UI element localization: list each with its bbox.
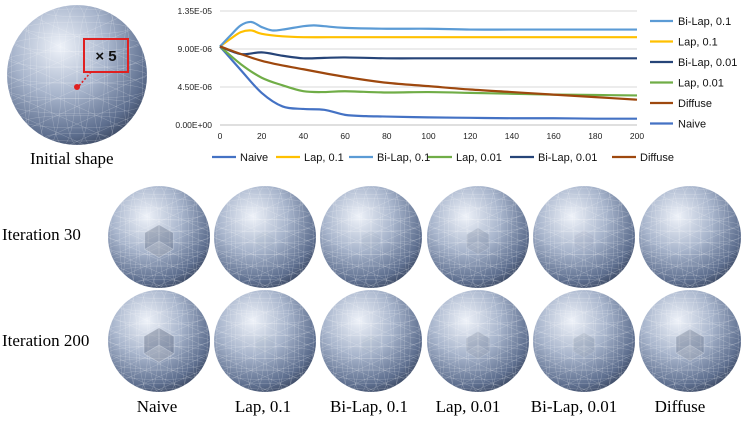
initial-shape-caption: Initial shape bbox=[30, 149, 114, 168]
legend-bottom: Naive Lap, 0.1 Bi-Lap, 0.1 Lap, 0.01 Bi-Lap,… bbox=[212, 152, 674, 164]
legend-label: Lap, 0.01 bbox=[456, 152, 502, 164]
sphere-surface bbox=[108, 290, 210, 392]
series-line-lap-0-01 bbox=[219, 45, 638, 97]
sphere-surface bbox=[533, 290, 635, 392]
result-sphere bbox=[533, 290, 635, 392]
x-tick-label: 20 bbox=[257, 131, 267, 141]
legend-label: Naive bbox=[678, 119, 706, 131]
zoom-label: × 5 bbox=[95, 48, 116, 65]
legend-label: Diffuse bbox=[640, 152, 674, 164]
result-sphere bbox=[639, 290, 741, 392]
x-tick-label: 140 bbox=[505, 131, 519, 141]
legend-label: Diffuse bbox=[678, 98, 712, 110]
sphere-surface bbox=[427, 290, 529, 392]
result-sphere bbox=[214, 186, 316, 288]
sphere-surface bbox=[639, 290, 741, 392]
series-line-bi-lap-0-1 bbox=[219, 20, 637, 48]
series-line-naive bbox=[219, 45, 638, 120]
legend-right: Bi-Lap, 0.1 Lap, 0.1 Bi-Lap, 0.01 Lap, 0.01… bbox=[650, 16, 737, 131]
x-tick-label: 180 bbox=[588, 131, 602, 141]
legend-label: Naive bbox=[240, 152, 268, 164]
series-line-lap-0-1 bbox=[219, 29, 637, 48]
dent-artifact bbox=[255, 334, 275, 356]
sphere-surface bbox=[320, 290, 422, 392]
dent-artifact bbox=[466, 227, 490, 255]
result-sphere bbox=[533, 186, 635, 288]
sphere-mesh bbox=[320, 290, 422, 392]
result-sphere bbox=[320, 290, 422, 392]
y-tick-labels: 0.00E+00 4.50E-06 9.00E-06 1.35E-05 bbox=[175, 6, 212, 130]
row-label-iteration-30: Iteration 30 bbox=[2, 225, 81, 244]
row-label-iteration-200: Iteration 200 bbox=[2, 331, 90, 350]
result-sphere bbox=[108, 290, 210, 392]
dent-artifact bbox=[143, 327, 175, 363]
sphere-mesh bbox=[214, 186, 316, 288]
zoom-point bbox=[74, 84, 80, 90]
dent-artifact bbox=[675, 328, 705, 362]
dent-artifact bbox=[572, 332, 596, 358]
x-tick-label: 60 bbox=[340, 131, 350, 141]
y-tick-label: 0.00E+00 bbox=[175, 120, 212, 130]
x-tick-label: 0 bbox=[218, 131, 223, 141]
col-label-bi-lap-0-1: Bi-Lap, 0.1 bbox=[330, 397, 408, 416]
result-sphere bbox=[427, 186, 529, 288]
result-sphere bbox=[427, 290, 529, 392]
legend-label: Lap, 0.01 bbox=[678, 78, 724, 90]
legend-label: Lap, 0.1 bbox=[678, 37, 718, 49]
result-sphere bbox=[214, 290, 316, 392]
legend-label: Bi-Lap, 0.1 bbox=[678, 16, 731, 28]
sphere-surface bbox=[108, 186, 210, 288]
legend-label: Bi-Lap, 0.1 bbox=[377, 152, 430, 164]
sphere-surface bbox=[214, 290, 316, 392]
series-line-diffuse bbox=[219, 45, 638, 101]
result-sphere bbox=[639, 186, 741, 288]
initial-shape-panel: × 5 Initial shape bbox=[0, 0, 160, 175]
dent-artifact bbox=[361, 334, 381, 356]
dent-artifact bbox=[255, 230, 275, 252]
dent-artifact bbox=[361, 230, 381, 252]
y-tick-label: 9.00E-06 bbox=[178, 44, 213, 54]
x-tick-label: 200 bbox=[630, 131, 644, 141]
legend-label: Bi-Lap, 0.01 bbox=[538, 152, 597, 164]
col-label-lap-0-01: Lap, 0.01 bbox=[435, 397, 501, 416]
col-label-diffuse: Diffuse bbox=[654, 397, 706, 416]
x-tick-label: 40 bbox=[299, 131, 309, 141]
convergence-chart: 0.00E+00 4.50E-06 9.00E-06 1.35E-05 0 20 40 60… bbox=[175, 6, 737, 164]
x-tick-label: 100 bbox=[421, 131, 435, 141]
y-tick-label: 1.35E-05 bbox=[178, 6, 213, 16]
y-tick-label: 4.50E-06 bbox=[178, 82, 213, 92]
x-tick-label: 160 bbox=[547, 131, 561, 141]
x-tick-labels: 0 20 40 60 80 100 120 140 160 180 200 bbox=[218, 131, 645, 141]
result-sphere bbox=[320, 186, 422, 288]
dent-artifact bbox=[574, 229, 594, 253]
legend-label: Bi-Lap, 0.01 bbox=[678, 57, 737, 69]
chart-series-lines bbox=[219, 20, 638, 120]
dent-artifact bbox=[144, 224, 174, 259]
col-label-bi-lap-0-01: Bi-Lap, 0.01 bbox=[530, 397, 618, 416]
dent-artifact bbox=[465, 330, 491, 360]
zoom-pointer bbox=[77, 71, 92, 88]
zoom-box bbox=[83, 38, 129, 73]
sphere-surface bbox=[320, 186, 422, 288]
col-label-naive: Naive bbox=[136, 397, 178, 416]
x-tick-label: 80 bbox=[382, 131, 392, 141]
x-tick-label: 120 bbox=[463, 131, 477, 141]
result-sphere bbox=[108, 186, 210, 288]
sphere-surface bbox=[639, 186, 741, 288]
sphere-surface bbox=[214, 186, 316, 288]
initial-sphere: × 5 bbox=[7, 5, 147, 145]
legend-label: Lap, 0.1 bbox=[304, 152, 344, 164]
col-label-lap-0-1: Lap, 0.1 bbox=[234, 397, 292, 416]
series-line-bi-lap-0-01 bbox=[219, 45, 637, 60]
sphere-surface bbox=[533, 186, 635, 288]
sphere-surface bbox=[427, 186, 529, 288]
